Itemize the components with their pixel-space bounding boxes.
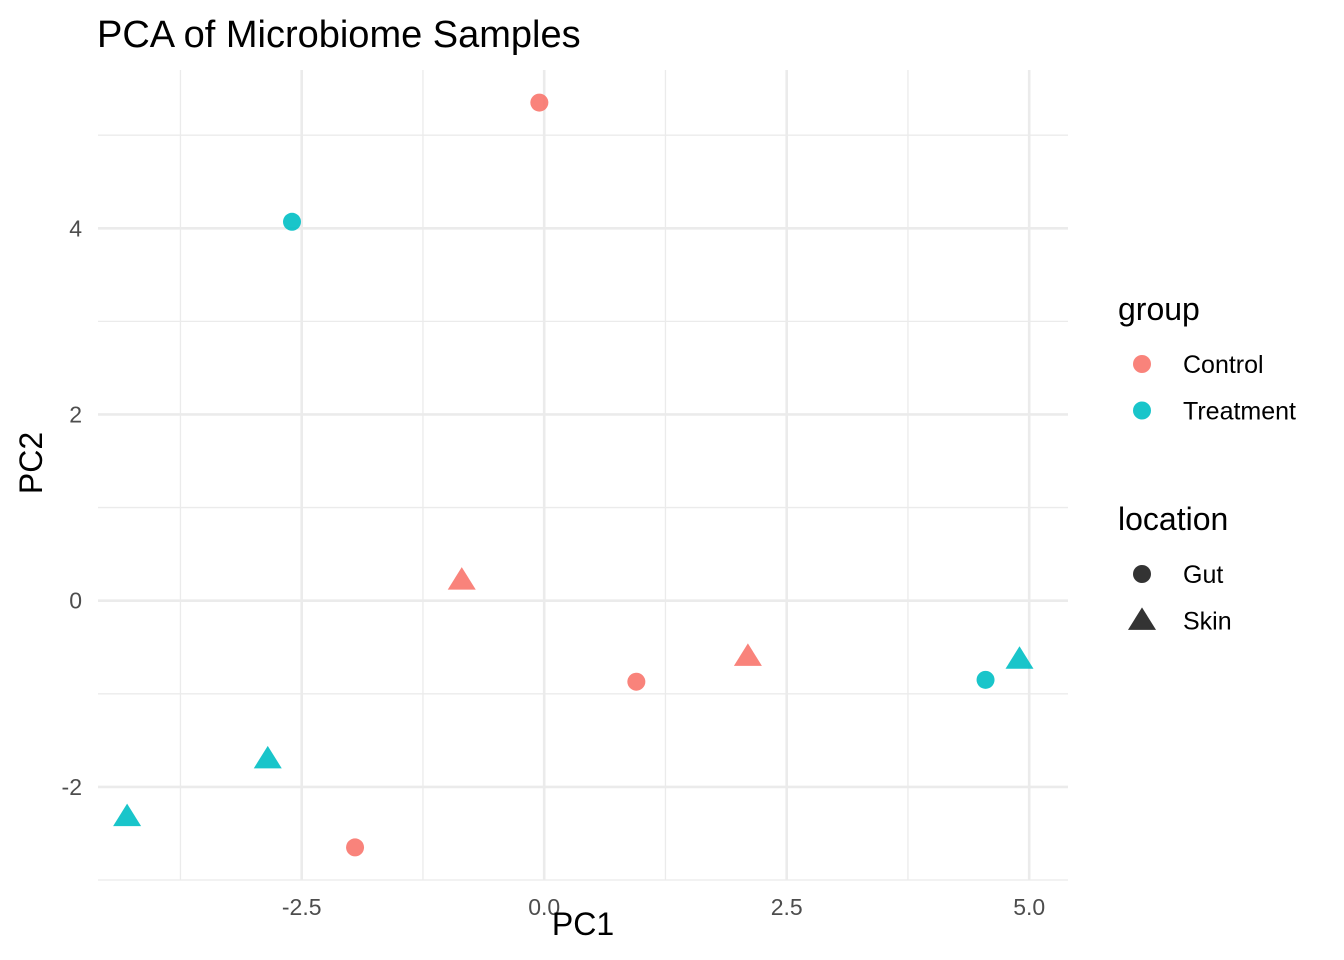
grid-layer	[98, 70, 1068, 881]
x-tick-label: 0.0	[528, 894, 560, 920]
legend-label-control: Control	[1183, 351, 1264, 379]
legend: group Control Treatment location Gut Skin	[1118, 291, 1296, 636]
data-point-treatment-skin	[253, 745, 282, 769]
data-point-control-gut	[346, 838, 365, 857]
data-point-treatment-gut	[976, 670, 995, 689]
data-point-control-skin	[447, 567, 476, 590]
legend-label-gut: Gut	[1183, 561, 1223, 589]
legend-key-treatment	[1133, 401, 1151, 420]
legend-label-skin: Skin	[1183, 608, 1232, 636]
ticks-layer: -2.5 0.0 2.5 5.0 -2 0 2 4	[62, 215, 1046, 920]
data-point-control-skin	[733, 643, 762, 666]
legend-key-gut	[1133, 565, 1151, 583]
y-tick-label: -2	[62, 774, 82, 800]
legend-key-control	[1133, 355, 1151, 373]
legend-title-location: location	[1118, 501, 1228, 537]
x-tick-label: 2.5	[771, 894, 803, 920]
data-point-treatment-skin	[1005, 646, 1034, 669]
data-point-control-gut	[627, 672, 646, 691]
data-point-treatment-skin	[113, 803, 142, 827]
y-tick-label: 4	[69, 215, 82, 241]
points-layer	[113, 93, 1034, 857]
y-axis-title: PC2	[13, 432, 49, 494]
data-point-treatment-gut	[283, 212, 301, 231]
legend-key-skin	[1128, 607, 1156, 630]
chart-title: PCA of Microbiome Samples	[97, 14, 581, 56]
legend-title-group: group	[1118, 291, 1200, 327]
y-tick-label: 2	[69, 401, 82, 427]
x-axis-title: PC1	[552, 906, 614, 942]
y-tick-label: 0	[69, 588, 82, 614]
data-point-control-gut	[530, 93, 549, 112]
legend-label-treatment: Treatment	[1183, 398, 1296, 426]
x-tick-label: 5.0	[1013, 894, 1045, 920]
x-tick-label: -2.5	[282, 894, 322, 920]
